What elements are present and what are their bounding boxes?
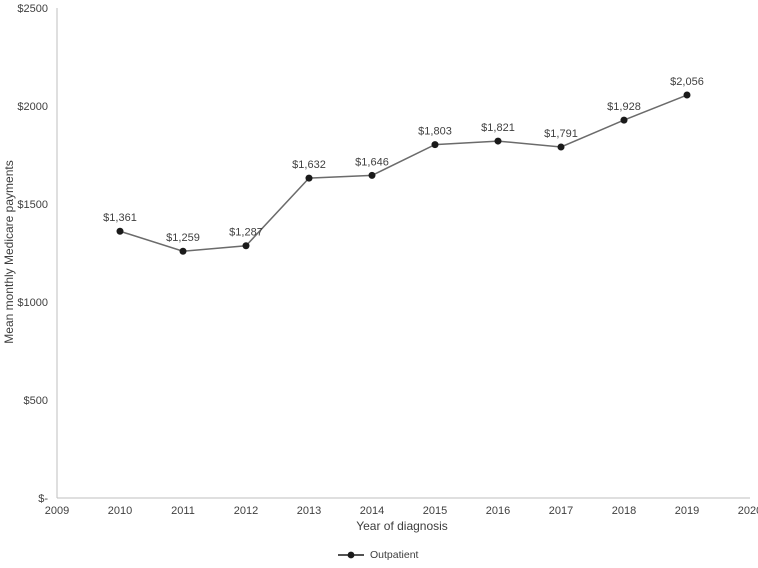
data-point bbox=[431, 141, 439, 149]
x-tick-label: 2019 bbox=[675, 505, 699, 517]
data-point bbox=[305, 174, 313, 182]
data-point-label: $1,287 bbox=[229, 227, 263, 239]
data-point bbox=[494, 137, 502, 145]
y-tick-label: $2500 bbox=[17, 3, 48, 15]
data-point-label: $1,259 bbox=[166, 232, 200, 244]
data-point bbox=[683, 91, 691, 99]
x-tick-label: 2020 bbox=[738, 505, 758, 517]
legend-line-marker-icon bbox=[338, 551, 364, 559]
x-tick-label: 2016 bbox=[486, 505, 510, 517]
y-tick-label: $1500 bbox=[17, 199, 48, 211]
x-tick-label: 2018 bbox=[612, 505, 636, 517]
y-tick-label: $- bbox=[38, 493, 48, 505]
x-tick-label: 2012 bbox=[234, 505, 258, 517]
data-point bbox=[620, 116, 628, 124]
legend: Outpatient bbox=[337, 549, 418, 561]
x-tick-label: 2010 bbox=[108, 505, 132, 517]
x-tick-label: 2009 bbox=[45, 505, 69, 517]
data-point bbox=[179, 247, 187, 255]
x-tick-label: 2011 bbox=[171, 505, 195, 517]
x-tick-label: 2013 bbox=[297, 505, 321, 517]
data-point bbox=[116, 227, 124, 235]
x-axis-title: Year of diagnosis bbox=[356, 519, 448, 533]
data-point-label: $2,056 bbox=[670, 76, 704, 88]
data-point bbox=[368, 171, 376, 179]
y-axis-title: Mean monthly Medicare payments bbox=[2, 160, 16, 344]
data-point-label: $1,646 bbox=[355, 156, 389, 168]
x-tick-label: 2017 bbox=[549, 505, 573, 517]
y-tick-label: $1000 bbox=[17, 297, 48, 309]
data-point-label: $1,632 bbox=[292, 159, 326, 171]
data-point-label: $1,791 bbox=[544, 128, 578, 140]
x-tick-label: 2014 bbox=[360, 505, 384, 517]
data-point-label: $1,821 bbox=[481, 122, 515, 134]
y-tick-label: $2000 bbox=[17, 101, 48, 113]
data-point-label: $1,928 bbox=[607, 101, 641, 113]
data-point-label: $1,803 bbox=[418, 126, 452, 138]
data-point bbox=[242, 242, 250, 250]
data-point-label: $1,361 bbox=[103, 212, 137, 224]
data-point bbox=[557, 143, 565, 151]
legend-label-outpatient: Outpatient bbox=[370, 549, 419, 561]
y-tick-label: $500 bbox=[24, 395, 48, 407]
series-line-outpatient bbox=[119, 94, 688, 252]
x-tick-label: 2015 bbox=[423, 505, 447, 517]
